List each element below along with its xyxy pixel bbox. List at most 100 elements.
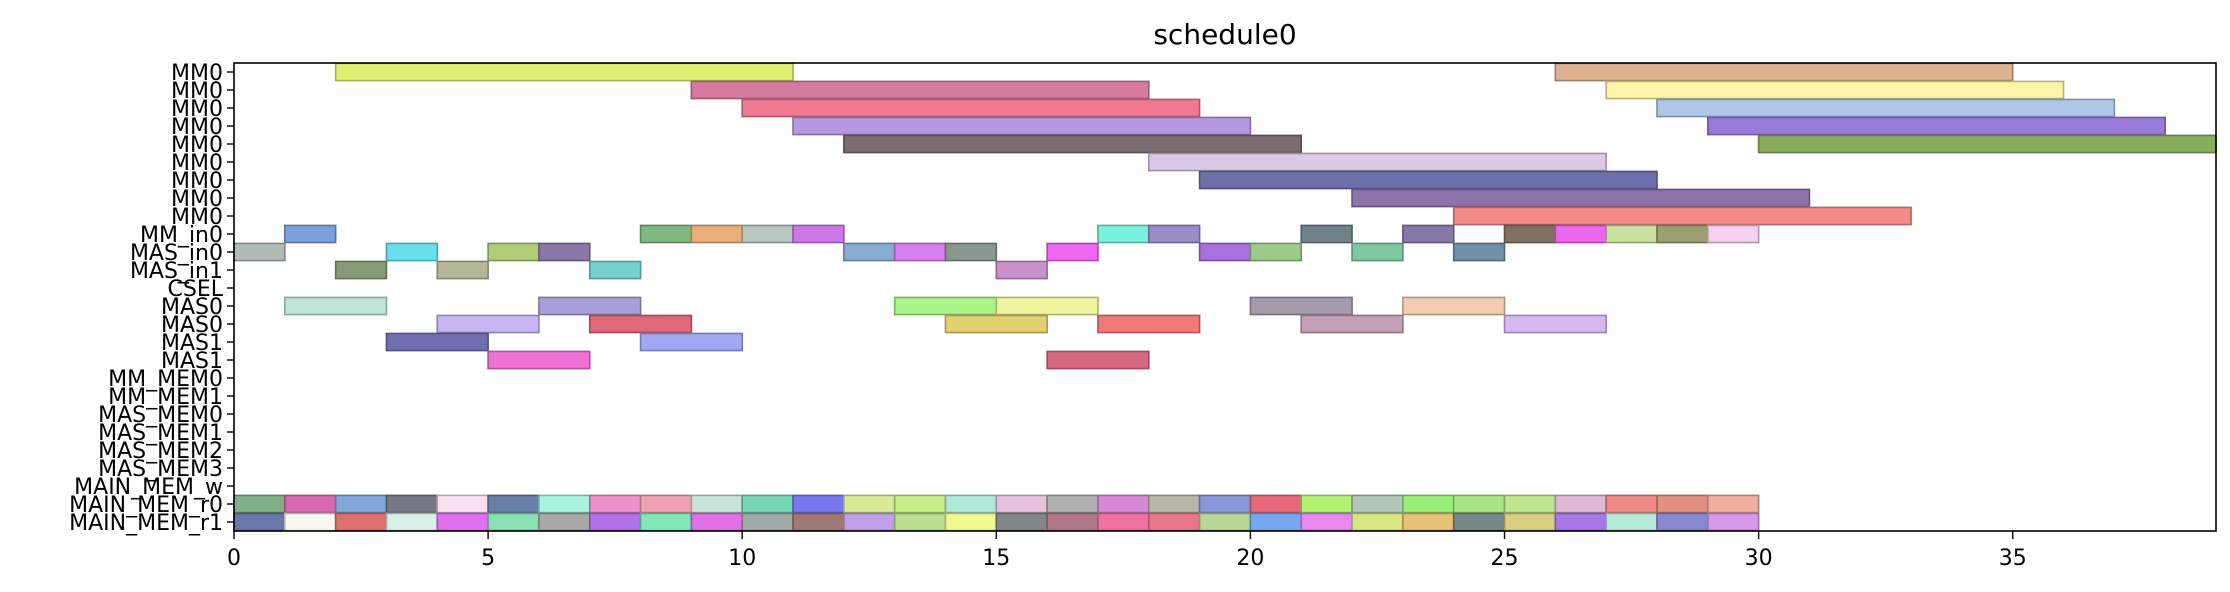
task-bar <box>893 494 947 514</box>
task-bar <box>1706 512 1760 532</box>
task-bar <box>1300 494 1353 514</box>
task-bar <box>1046 350 1150 370</box>
task-bar <box>944 494 998 514</box>
task-bar <box>1147 494 1201 514</box>
task-bar <box>284 224 337 244</box>
task-bar <box>944 314 1048 334</box>
task-bar <box>1300 512 1353 532</box>
row-label: MM0 <box>171 97 223 122</box>
row-label: MM_MEM1 <box>108 385 223 410</box>
plot-frame <box>233 62 2217 532</box>
task-bar <box>538 242 591 262</box>
task-bar <box>1503 494 1557 514</box>
row-label: MAS0 <box>161 295 223 320</box>
task-bar <box>334 260 388 280</box>
task-bar <box>995 260 1048 280</box>
task-bar <box>995 512 1048 532</box>
row-label: MAIN_MEM_r0 <box>69 493 223 518</box>
task-bar <box>741 494 794 514</box>
row-label: MAS_MEM0 <box>98 403 223 428</box>
task-bar <box>385 332 489 352</box>
task-bar <box>639 332 744 352</box>
task-bar <box>690 494 744 514</box>
task-bar <box>1656 512 1709 532</box>
task-bar <box>436 314 540 334</box>
task-bar <box>334 512 388 532</box>
task-bar <box>1097 512 1150 532</box>
task-bar <box>1249 512 1303 532</box>
row-label: MAS_in1 <box>130 259 223 284</box>
task-bar <box>1656 224 1709 244</box>
row-label: MAIN_MEM_r1 <box>69 511 223 536</box>
task-bar <box>1097 494 1150 514</box>
task-bar <box>487 512 540 532</box>
task-bar <box>1605 494 1658 514</box>
task-bar <box>1452 206 1912 226</box>
task-bar <box>995 494 1048 514</box>
task-bar <box>1046 512 1099 532</box>
task-bar <box>1402 494 1455 514</box>
row-label: MM0 <box>171 169 223 194</box>
task-bar <box>944 512 998 532</box>
task-bar <box>741 98 1201 118</box>
task-bar <box>436 512 489 532</box>
task-bar <box>1351 512 1404 532</box>
task-bar <box>588 314 693 334</box>
row-label: MM0 <box>171 133 223 158</box>
task-bar <box>436 260 489 280</box>
task-bar <box>639 494 693 514</box>
task-bar <box>1402 224 1455 244</box>
task-bar <box>690 80 1150 100</box>
task-bar <box>1605 80 2065 100</box>
row-label: MM0 <box>171 205 223 230</box>
task-bar <box>487 350 591 370</box>
task-bar <box>1351 188 1811 208</box>
row-label: MAS_in0 <box>130 241 223 266</box>
task-bar <box>588 260 642 280</box>
row-label: MAS_MEM3 <box>98 457 223 482</box>
task-bar <box>1706 224 1760 244</box>
row-label: MM0 <box>171 61 223 86</box>
task-bar <box>792 224 845 244</box>
row-label: MAS1 <box>161 331 223 356</box>
row-label: MM0 <box>171 151 223 176</box>
task-bar <box>639 512 693 532</box>
task-bar <box>538 494 591 514</box>
task-bar <box>1706 116 2166 136</box>
task-bar <box>1249 494 1303 514</box>
task-bar <box>1198 494 1252 514</box>
task-bar <box>893 242 947 262</box>
task-bar <box>538 512 591 532</box>
task-bar <box>1402 296 1506 316</box>
task-bar <box>741 512 794 532</box>
task-bar <box>1351 494 1404 514</box>
task-bar <box>233 512 286 532</box>
task-bar <box>1351 242 1404 262</box>
row-label: MAS0 <box>161 313 223 338</box>
row-label: MAIN_MEM_w <box>74 475 223 500</box>
task-bar <box>792 494 845 514</box>
task-bar <box>284 512 337 532</box>
row-labels: MM0MM0MM0MM0MM0MM0MM0MM0MM0MM_in0MAS_in0… <box>69 61 234 536</box>
task-bar <box>843 512 896 532</box>
task-bar <box>436 494 489 514</box>
x-tick-label: 20 <box>1236 546 1264 571</box>
x-tick-label: 25 <box>1491 546 1519 571</box>
task-bar <box>1503 314 1607 334</box>
task-bar <box>1046 494 1099 514</box>
task-bar <box>588 512 642 532</box>
row-label: MM0 <box>171 115 223 140</box>
task-bar <box>1147 224 1201 244</box>
task-bar <box>1249 242 1303 262</box>
task-bar <box>385 512 439 532</box>
task-bar <box>1097 224 1150 244</box>
x-tick-label: 30 <box>1745 546 1773 571</box>
task-bar <box>893 512 947 532</box>
task-bar <box>538 296 642 316</box>
task-bars <box>233 62 2217 532</box>
row-label: MM_MEM0 <box>108 367 223 392</box>
task-bar <box>1554 494 1607 514</box>
task-bar <box>487 242 540 262</box>
task-bar <box>639 224 693 244</box>
row-label: MAS_MEM2 <box>98 439 223 464</box>
